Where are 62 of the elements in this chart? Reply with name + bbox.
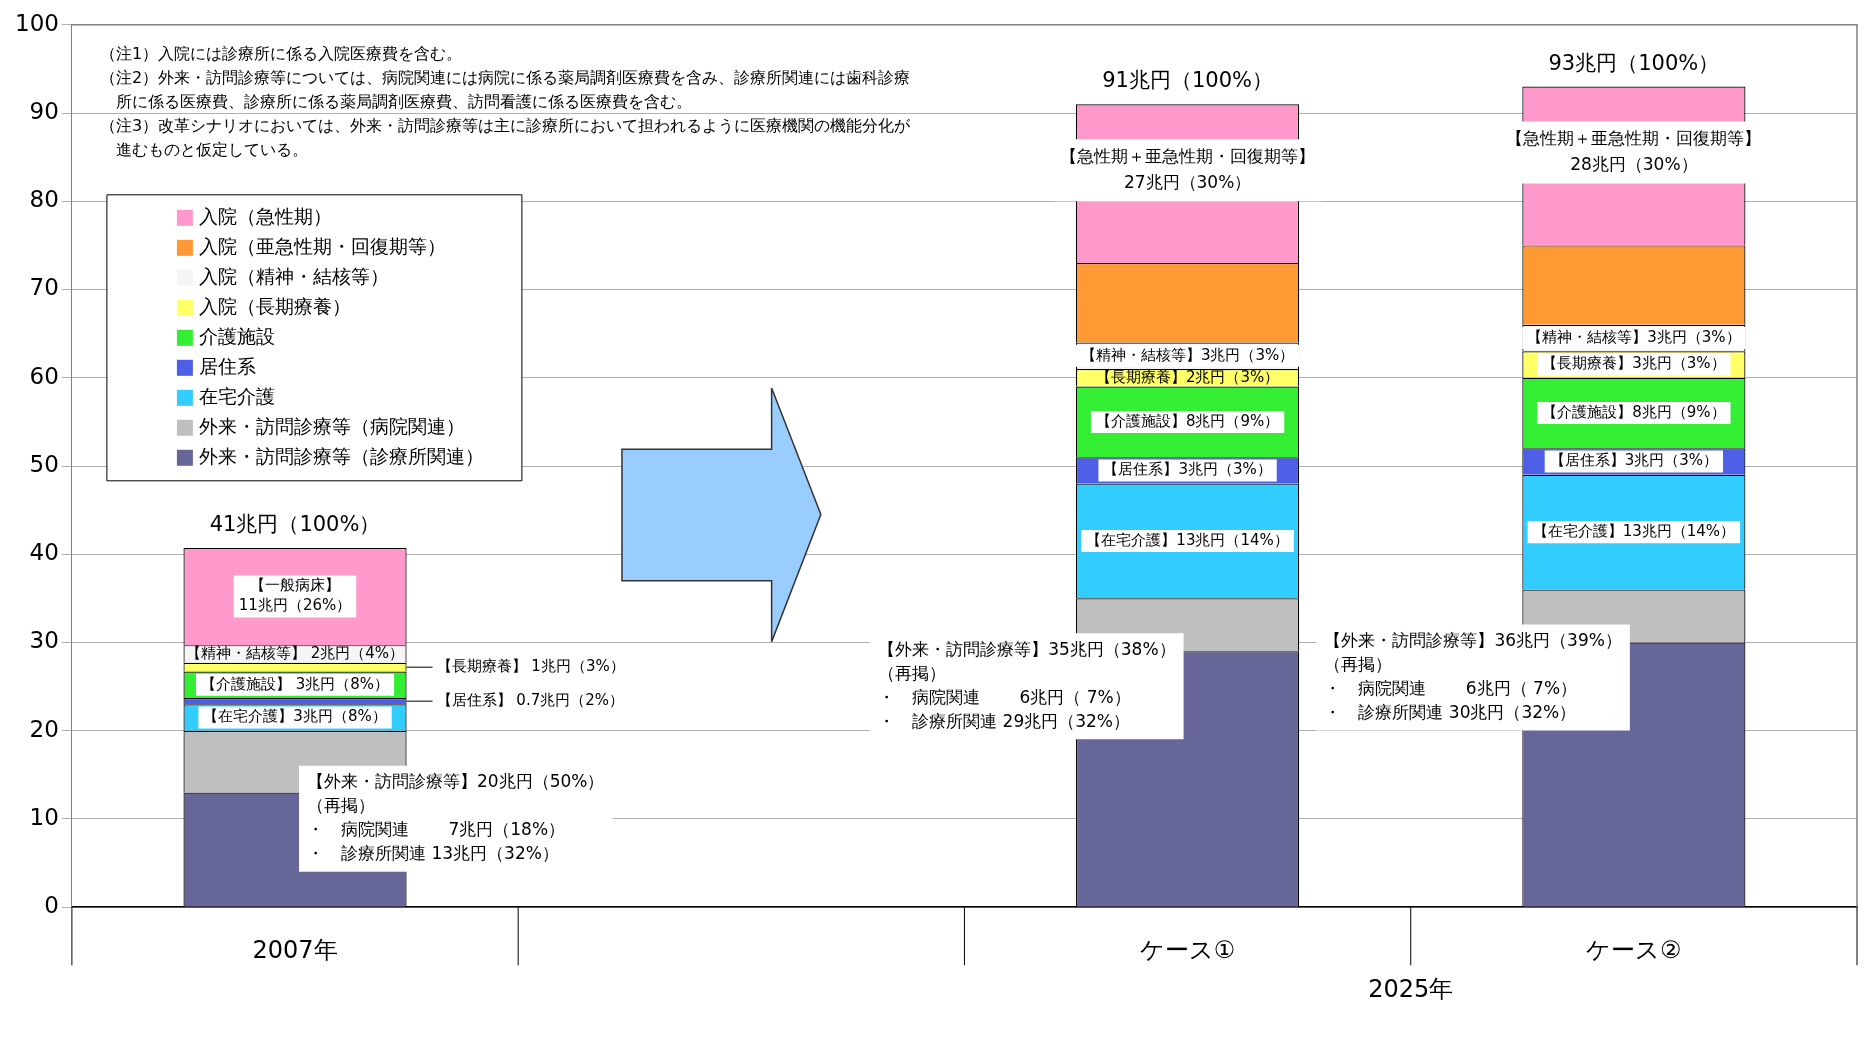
- data-label: 【在宅介護】13兆円（14%）: [1532, 522, 1736, 541]
- annotation: 【急性期＋亜急性期・回復期等】: [1506, 127, 1762, 148]
- data-label: 【介護施設】8兆円（9%）: [1542, 402, 1726, 421]
- x-tick-label: ケース①: [1139, 935, 1236, 964]
- y-tick-label: 0: [44, 892, 59, 919]
- annotation: （再掲）: [1324, 653, 1393, 674]
- total-label: 93兆円（100%）: [1548, 50, 1720, 75]
- data-label: 【居住系】3兆円（3%）: [1549, 451, 1719, 470]
- y-tick-label: 20: [29, 715, 59, 742]
- data-label: 【長期療養】3兆円（3%）: [1542, 354, 1726, 373]
- data-label: 【長期療養】 1兆円（3%）: [436, 657, 625, 676]
- data-label: 【在宅介護】13兆円（14%）: [1086, 530, 1289, 549]
- y-tick-label: 50: [29, 450, 59, 477]
- text: 2025年: [1368, 975, 1454, 1004]
- annotation: ・ 病院関連 6兆円（ 7%）: [1324, 677, 1578, 698]
- annotation: （再掲）: [878, 662, 947, 683]
- legend-label: 居住系: [198, 354, 256, 377]
- annotation: ・ 診療所関連 30兆円（32%）: [1324, 701, 1577, 722]
- data-label: 【長期療養】2兆円（3%）: [1095, 367, 1280, 386]
- annotation: ・ 診療所関連 13兆円（32%）: [307, 843, 559, 864]
- annotation: （注1）入院には診療所に係る入院医療費を含む。: [99, 43, 463, 63]
- y-tick-label: 70: [29, 274, 59, 301]
- annotation: （注3）改革シナリオにおいては、外来・訪問診療等は主に診療所において担われるように医療機関の機能分化が進むものと仮定している。: [99, 115, 912, 159]
- annotation: 28兆円（30%）: [1570, 153, 1698, 174]
- legend-label: 入院（長期療養）: [198, 294, 351, 317]
- y-tick-label: 30: [29, 627, 59, 654]
- data-label: 【精神・結核等】 2兆円（4%）: [185, 643, 405, 662]
- data-label: 【精神・結核等】3兆円（3%）: [1527, 327, 1741, 346]
- y-tick-label: 80: [29, 186, 59, 213]
- y-tick-label: 40: [29, 539, 59, 566]
- y-tick-label: 60: [29, 362, 59, 389]
- annotation: 【外来・訪問診療等】20兆円（50%）: [307, 771, 605, 792]
- annotation: 【外来・訪問診療等】35兆円（38%）: [878, 638, 1176, 659]
- legend-label: 入院（精神・結核等）: [198, 264, 389, 287]
- data-label: 【居住系】3兆円（3%）: [1103, 460, 1272, 479]
- data-label: 【介護施設】 3兆円（8%）: [200, 674, 390, 693]
- annotation: ・ 診療所関連 29兆円（32%）: [878, 710, 1130, 731]
- y-tick-label: 100: [14, 9, 59, 36]
- legend-label: 外来・訪問診療等（診療所関連）: [198, 444, 484, 467]
- annotation: （再掲）: [307, 795, 376, 816]
- legend-label: 入院（亜急性期・回復期等）: [198, 234, 446, 257]
- data-label: 【一般病床】 11兆円（26%）: [238, 576, 352, 615]
- data-label: 【在宅介護】3兆円（8%）: [203, 707, 387, 726]
- x-tick-label: ケース②: [1586, 935, 1682, 964]
- total-label: 41兆円（100%）: [209, 512, 381, 537]
- annotation: 【外来・訪問診療等】36兆円（39%）: [1324, 629, 1622, 650]
- data-label: 【精神・結核等】3兆円（3%）: [1080, 345, 1295, 364]
- legend-label: 介護施設: [198, 324, 275, 347]
- annotation: （注2）外来・訪問診療等については、病院関連には病院に係る薬局調剤医療費を含み、診療所関連には歯科診療所に係る医療費、診療所に係る薬局調剤医療費、訪問看護に係る医療費を含む。: [99, 67, 911, 111]
- annotation: ・ 病院関連 7兆円（18%）: [307, 819, 566, 840]
- data-label: 【介護施設】8兆円（9%）: [1095, 411, 1280, 430]
- total-label: 91兆円（100%）: [1102, 68, 1273, 93]
- annotation: 【急性期＋亜急性期・回復期等】: [1060, 145, 1316, 166]
- annotation: ・ 病院関連 6兆円（ 7%）: [878, 686, 1131, 707]
- x-tick-label: 2007年: [252, 935, 338, 964]
- y-tick-label: 10: [29, 803, 59, 830]
- legend-label: 外来・訪問診療等（病院関連）: [198, 414, 465, 437]
- legend-label: 入院（急性期）: [198, 204, 332, 227]
- annotation: 27兆円（30%）: [1123, 171, 1252, 192]
- data-label: 【居住系】 0.7兆円（2%）: [436, 691, 625, 710]
- y-tick-label: 90: [29, 98, 59, 125]
- legend-label: 在宅介護: [198, 384, 275, 407]
